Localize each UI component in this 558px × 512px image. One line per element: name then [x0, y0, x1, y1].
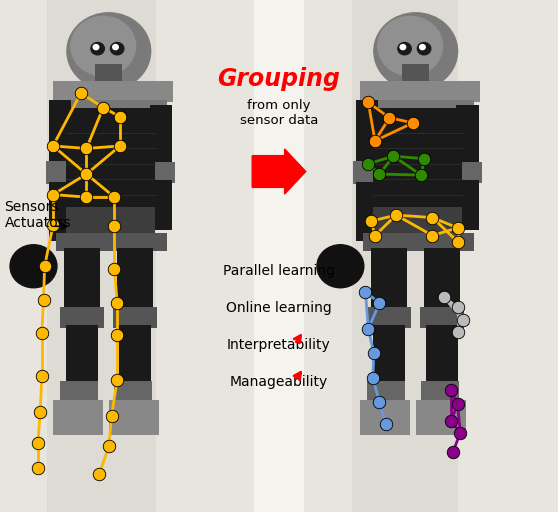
- Bar: [119, 325, 151, 384]
- Bar: [421, 381, 459, 402]
- Text: Online learning: Online learning: [226, 301, 332, 315]
- Bar: [373, 108, 462, 210]
- Bar: [363, 233, 474, 251]
- Bar: [53, 81, 173, 102]
- FancyArrow shape: [252, 149, 306, 194]
- Bar: [156, 0, 254, 512]
- Bar: [304, 0, 558, 512]
- Bar: [64, 248, 100, 310]
- Bar: [56, 233, 167, 251]
- Bar: [53, 400, 103, 435]
- Bar: [456, 180, 479, 230]
- Bar: [360, 81, 480, 102]
- Circle shape: [67, 13, 151, 90]
- Bar: [60, 381, 98, 402]
- Circle shape: [93, 45, 99, 50]
- Bar: [49, 182, 71, 241]
- Bar: [373, 207, 462, 236]
- Circle shape: [374, 13, 458, 90]
- Bar: [373, 325, 405, 384]
- Bar: [95, 64, 122, 87]
- Bar: [424, 248, 460, 310]
- Bar: [254, 0, 304, 512]
- Bar: [114, 381, 152, 402]
- Text: Sensors
Actuators: Sensors Actuators: [4, 200, 71, 230]
- Bar: [356, 100, 378, 164]
- Bar: [458, 0, 558, 512]
- Bar: [304, 0, 352, 512]
- Bar: [371, 248, 407, 310]
- Bar: [66, 325, 98, 384]
- Bar: [0, 0, 47, 512]
- Bar: [353, 161, 382, 184]
- Bar: [360, 400, 410, 435]
- Bar: [0, 0, 254, 512]
- Circle shape: [400, 45, 406, 50]
- Circle shape: [91, 42, 104, 55]
- Circle shape: [420, 45, 425, 50]
- Bar: [453, 162, 482, 183]
- Bar: [150, 180, 172, 230]
- Bar: [49, 100, 71, 164]
- Bar: [402, 64, 429, 87]
- Bar: [367, 307, 411, 328]
- Circle shape: [110, 42, 124, 55]
- Bar: [416, 400, 466, 435]
- Circle shape: [113, 45, 118, 50]
- Bar: [66, 108, 155, 210]
- Bar: [59, 100, 167, 113]
- Bar: [109, 400, 159, 435]
- Circle shape: [417, 42, 431, 55]
- Bar: [456, 105, 479, 164]
- Text: Grouping: Grouping: [218, 68, 340, 91]
- Bar: [150, 105, 172, 164]
- Circle shape: [378, 16, 442, 76]
- Bar: [420, 307, 464, 328]
- Bar: [146, 162, 175, 183]
- Text: Parallel learning: Parallel learning: [223, 264, 335, 279]
- Bar: [365, 100, 474, 113]
- Bar: [66, 207, 155, 236]
- Bar: [367, 381, 405, 402]
- Text: Interpretability: Interpretability: [227, 338, 331, 352]
- Circle shape: [317, 245, 364, 288]
- Circle shape: [71, 16, 136, 76]
- Bar: [60, 307, 104, 328]
- Bar: [426, 325, 458, 384]
- Bar: [113, 307, 157, 328]
- Bar: [46, 161, 75, 184]
- Circle shape: [398, 42, 411, 55]
- Bar: [117, 248, 153, 310]
- Circle shape: [10, 245, 57, 288]
- Bar: [356, 182, 378, 241]
- Text: Manageability: Manageability: [230, 375, 328, 389]
- Text: from only
sensor data: from only sensor data: [240, 99, 318, 126]
